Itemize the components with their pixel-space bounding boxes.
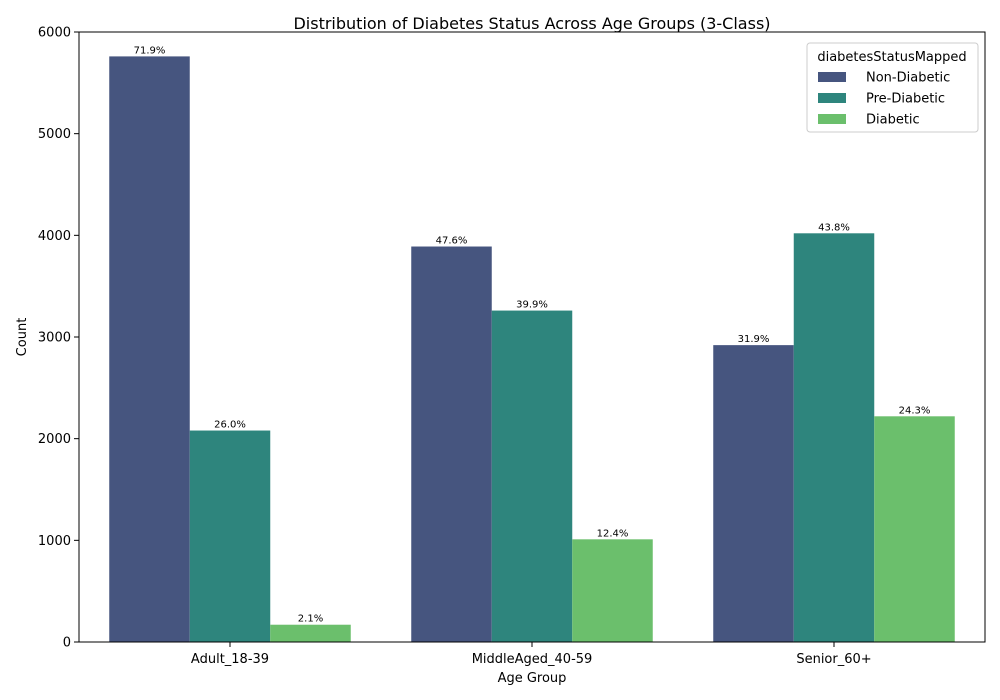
legend-swatch: [818, 93, 846, 103]
bar: [713, 345, 794, 642]
bars-group: [109, 56, 955, 643]
bar-data-label: 43.8%: [818, 222, 850, 233]
y-tick-label: 0: [63, 636, 71, 651]
bar-data-label: 26.0%: [214, 420, 246, 431]
bar-data-label: 2.1%: [298, 614, 323, 625]
x-tick-label: Adult_18-39: [191, 652, 269, 667]
y-tick-label: 2000: [38, 432, 71, 447]
legend-items: Non-Diabetic Pre-Diabetic Diabetic: [818, 71, 950, 128]
bar: [109, 56, 190, 642]
legend-label: Pre-Diabetic: [866, 92, 945, 107]
bar: [491, 310, 573, 642]
bar-data-label: 12.4%: [597, 528, 629, 539]
chart-title: Distribution of Diabetes Status Across A…: [293, 14, 770, 33]
bar: [572, 539, 653, 642]
legend-title: diabetesStatusMapped: [817, 50, 966, 65]
plot-frame: [78, 31, 986, 643]
bar: [793, 233, 875, 643]
y-tick-label: 5000: [38, 127, 71, 142]
legend-box: [806, 42, 979, 133]
bar: [270, 624, 351, 642]
y-axis: 0 1000 2000 3000 4000 5000 6000: [38, 26, 79, 651]
x-axis-label: Age Group: [498, 671, 567, 686]
x-axis: Adult_18-39 MiddleAged_40-59 Senior_60+: [191, 642, 872, 667]
legend-swatch: [818, 114, 846, 124]
bar-data-label: 31.9%: [738, 334, 770, 345]
legend: diabetesStatusMapped Non-Diabetic Pre-Dia…: [806, 42, 979, 133]
bar: [189, 430, 271, 642]
bar-data-label: 47.6%: [436, 236, 468, 247]
y-tick-label: 1000: [38, 534, 71, 549]
y-axis-label: Count: [15, 318, 30, 357]
y-tick-label: 3000: [38, 331, 71, 346]
legend-swatch: [818, 72, 846, 82]
x-tick-label: MiddleAged_40-59: [472, 652, 593, 667]
bar-data-label: 39.9%: [516, 300, 548, 311]
legend-label: Non-Diabetic: [866, 71, 950, 86]
x-tick-label: Senior_60+: [796, 652, 871, 667]
y-tick-label: 4000: [38, 229, 71, 244]
legend-label: Diabetic: [866, 113, 920, 128]
bar: [874, 416, 955, 642]
bar-data-label: 24.3%: [899, 405, 931, 416]
bar: [411, 246, 492, 642]
y-tick-label: 6000: [38, 26, 71, 41]
bar-labels-group: 71.9% 47.6% 31.9% 26.0% 39.9% 43.8% 2.1% 12.4% 2…: [134, 45, 931, 624]
bar-data-label: 71.9%: [134, 45, 166, 56]
